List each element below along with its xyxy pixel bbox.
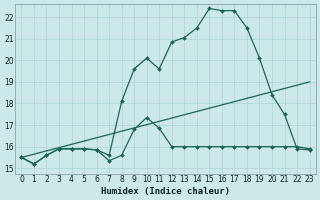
X-axis label: Humidex (Indice chaleur): Humidex (Indice chaleur) bbox=[101, 187, 230, 196]
